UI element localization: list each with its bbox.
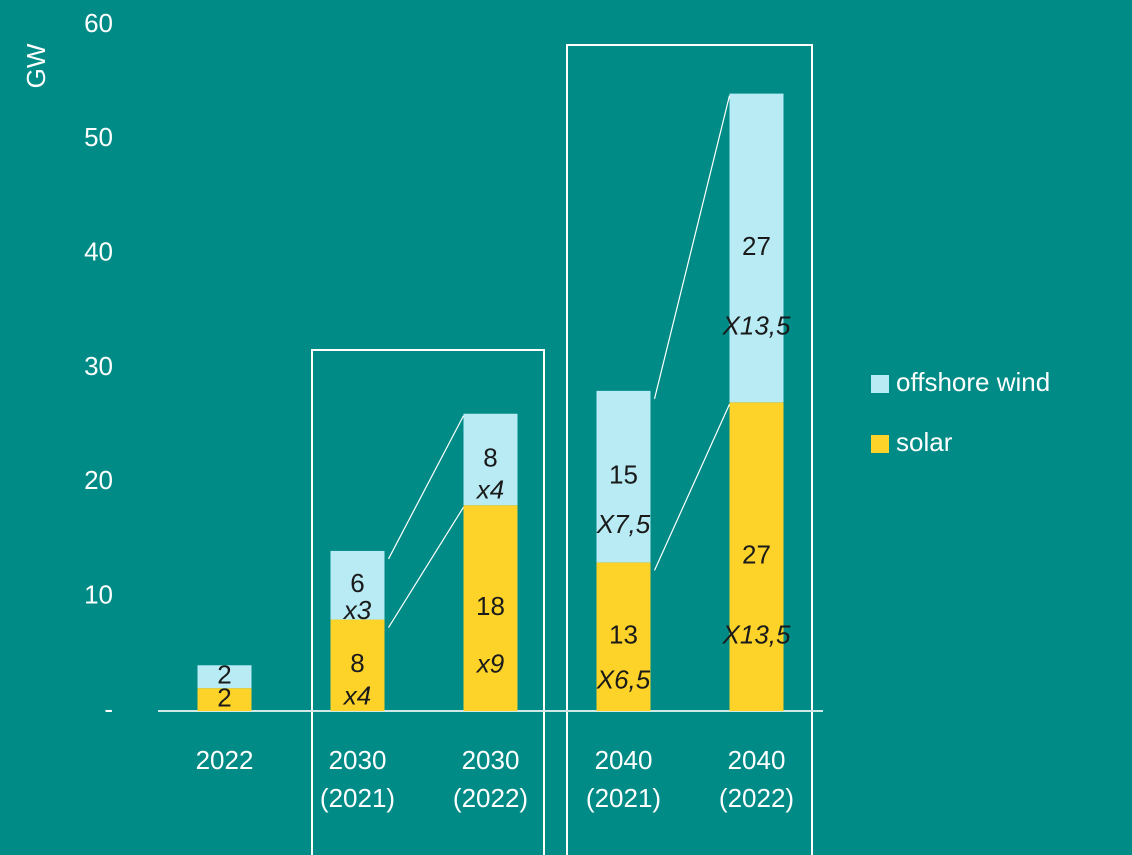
- legend-label: solar: [896, 427, 953, 457]
- bar-segment: [463, 413, 518, 506]
- multiplier-label: x4: [342, 680, 371, 710]
- y-tick-label: 40: [84, 237, 113, 267]
- data-label: 15: [609, 459, 638, 489]
- multiplier-label: x3: [342, 595, 372, 625]
- legend-swatch: [871, 375, 889, 393]
- multiplier-label: x9: [475, 648, 504, 678]
- data-label: 8: [483, 442, 497, 472]
- x-tick-label: 2040 (2021): [586, 745, 661, 813]
- y-tick-label: 20: [84, 465, 113, 495]
- bar-segment: [463, 505, 518, 711]
- multiplier-label: X13,5: [722, 619, 791, 649]
- multiplier-label: X6,5: [596, 664, 651, 694]
- x-tick-label-line: (2022): [719, 783, 794, 813]
- x-tick-label: 2030 (2021): [320, 745, 395, 813]
- bar-segment: [729, 402, 784, 711]
- bar-segment: [197, 688, 252, 711]
- x-tick-label-line: 2030: [329, 745, 387, 775]
- y-axis-label: GW: [21, 43, 51, 88]
- multiplier-label: X13,5: [722, 311, 791, 341]
- x-tick-label-line: 2040: [595, 745, 653, 775]
- data-label: 2: [217, 660, 231, 690]
- bar-segment: [197, 665, 252, 689]
- y-tick-label: 60: [84, 8, 113, 38]
- data-label: 8: [350, 648, 364, 678]
- x-tick-label-line: 2040: [728, 745, 786, 775]
- legend-label: offshore wind: [896, 367, 1050, 397]
- x-tick-label-line: (2021): [320, 783, 395, 813]
- data-label: 27: [742, 540, 771, 570]
- data-label: 2: [217, 682, 231, 712]
- multiplier-label: x4: [475, 474, 504, 504]
- connector-line: [653, 404, 731, 571]
- legend-swatch: [871, 435, 889, 453]
- y-tick-label: 50: [84, 122, 113, 152]
- multiplier-label: X7,5: [596, 509, 651, 539]
- data-label: 18: [476, 591, 505, 621]
- y-tick-label: 30: [84, 351, 113, 381]
- group-box: [311, 349, 545, 855]
- x-tick-label: 2022: [196, 745, 254, 775]
- bar-segment: [596, 562, 651, 711]
- y-tick-label: -: [104, 694, 113, 724]
- data-label: 6: [350, 568, 364, 598]
- x-tick-label-line: (2022): [453, 783, 528, 813]
- group-box: [566, 44, 813, 855]
- bar-segment: [596, 390, 651, 563]
- x-tick-label-line: 2030: [462, 745, 520, 775]
- bar-segment: [330, 619, 385, 711]
- y-tick-label: 10: [84, 580, 113, 610]
- data-label: 13: [609, 620, 638, 650]
- x-tick-label: 2040 (2022): [719, 745, 794, 813]
- bar-segment: [729, 93, 784, 403]
- connector-line: [653, 95, 731, 400]
- connector-line: [387, 415, 465, 560]
- x-tick-label-line: 2022: [196, 745, 254, 775]
- bar-segment: [330, 550, 385, 620]
- data-label: 27: [742, 231, 771, 261]
- x-tick-label: 2030 (2022): [453, 745, 528, 813]
- connector-line: [387, 506, 465, 628]
- x-tick-label-line: (2021): [586, 783, 661, 813]
